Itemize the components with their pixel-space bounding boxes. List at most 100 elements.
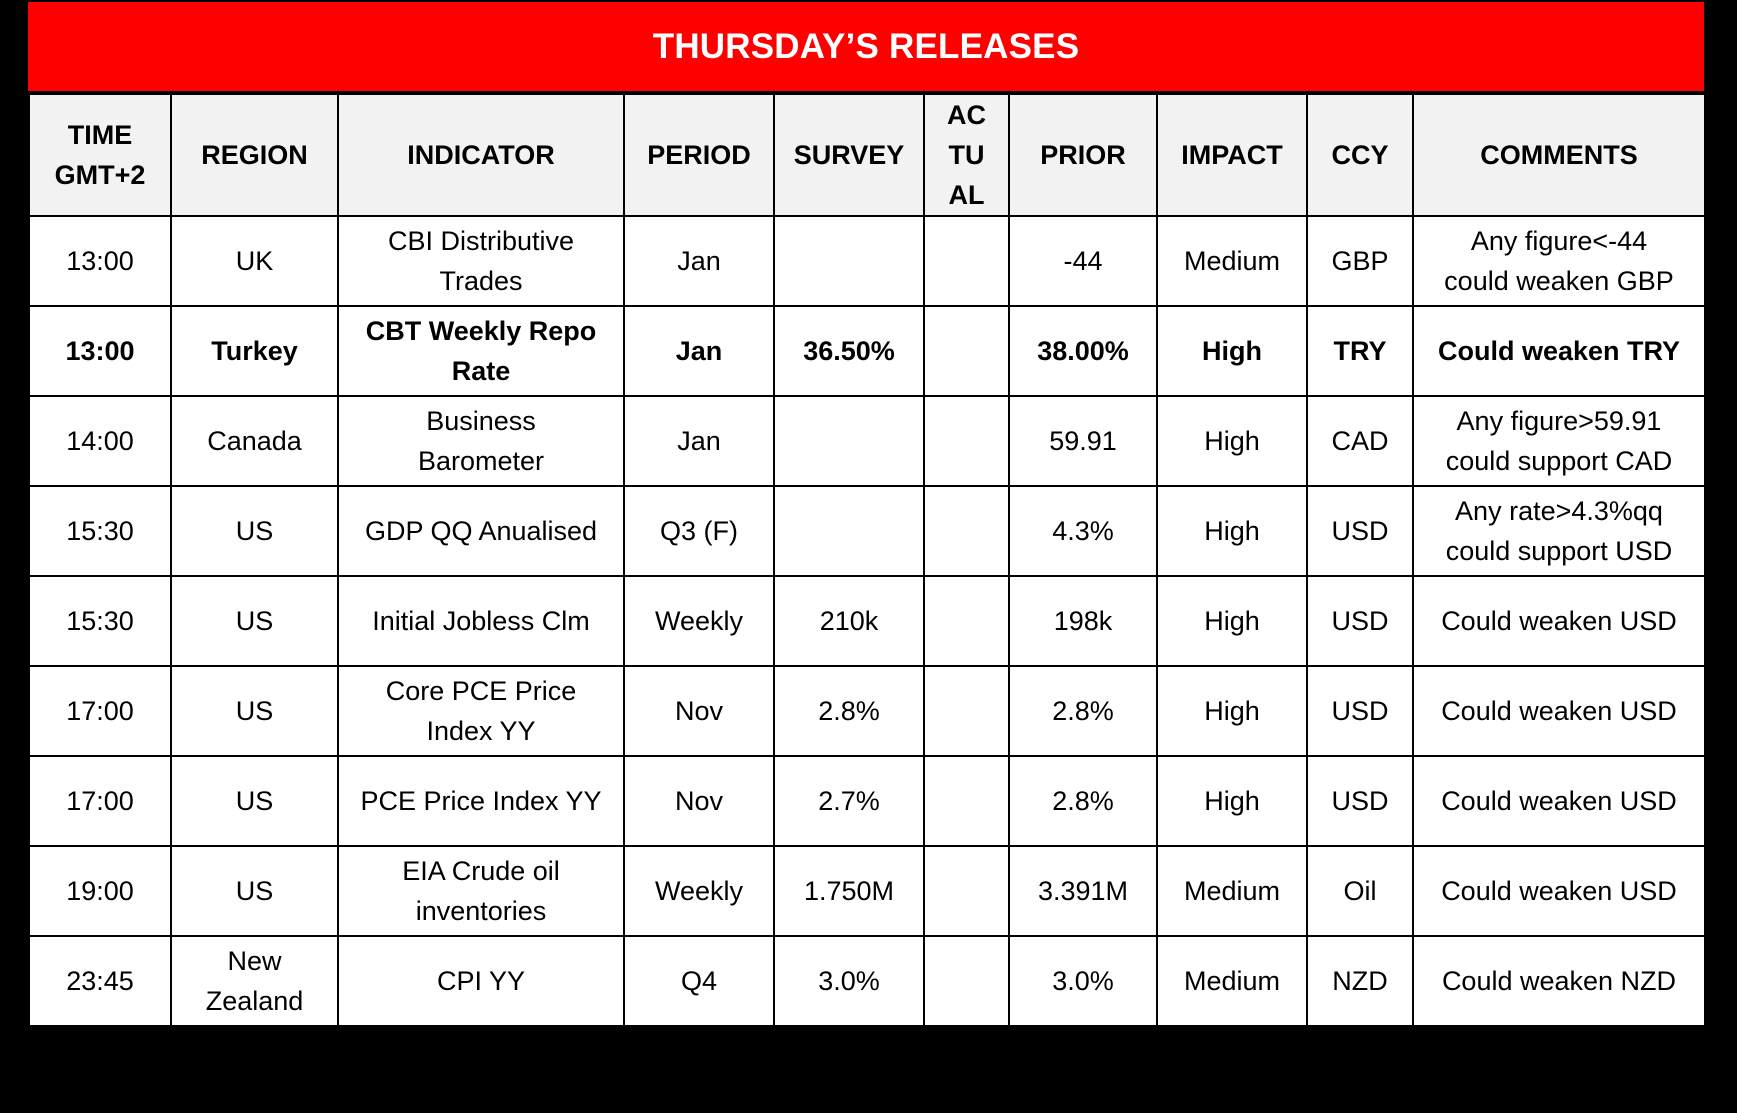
header-row: TIME GMT+2 REGION INDICATOR PERIOD SURVE…: [28, 93, 1706, 217]
cell-time: 23:45: [28, 935, 172, 1027]
cell-survey: 210k: [773, 575, 925, 667]
cell-ccy: USD: [1306, 755, 1414, 847]
title-bar: THURSDAY’S RELEASES: [28, 2, 1704, 93]
column-header-ccy: CCY: [1306, 93, 1414, 217]
table-row: 19:00 US EIA Crude oil inventories Weekl…: [28, 845, 1706, 937]
cell-time: 17:00: [28, 755, 172, 847]
cell-region: US: [170, 485, 339, 577]
cell-comments: Could weaken TRY: [1412, 305, 1706, 397]
cell-region: New Zealand: [170, 935, 339, 1027]
table-row: 15:30 US GDP QQ Anualised Q3 (F) 4.3% Hi…: [28, 485, 1706, 577]
cell-impact: Medium: [1156, 845, 1308, 937]
table-row: 13:00 UK CBI Distributive Trades Jan -44…: [28, 215, 1706, 307]
column-header-prior: PRIOR: [1008, 93, 1158, 217]
cell-period: Nov: [623, 755, 775, 847]
cell-indicator: Initial Jobless Clm: [337, 575, 625, 667]
cell-period: Jan: [623, 395, 775, 487]
cell-comments: Could weaken USD: [1412, 665, 1706, 757]
cell-region: US: [170, 755, 339, 847]
cell-actual: [923, 395, 1010, 487]
cell-time: 19:00: [28, 845, 172, 937]
cell-period: Nov: [623, 665, 775, 757]
cell-impact: Medium: [1156, 215, 1308, 307]
cell-prior: 4.3%: [1008, 485, 1158, 577]
cell-actual: [923, 575, 1010, 667]
cell-time: 15:30: [28, 485, 172, 577]
cell-comments: Could weaken NZD: [1412, 935, 1706, 1027]
cell-ccy: GBP: [1306, 215, 1414, 307]
column-header-indicator: INDICATOR: [337, 93, 625, 217]
cell-prior: 198k: [1008, 575, 1158, 667]
cell-comments: Any figure>59.91 could support CAD: [1412, 395, 1706, 487]
cell-indicator: Core PCE Price Index YY: [337, 665, 625, 757]
column-header-actual: AC TU AL: [923, 93, 1010, 217]
cell-ccy: USD: [1306, 485, 1414, 577]
cell-ccy: TRY: [1306, 305, 1414, 397]
cell-impact: High: [1156, 665, 1308, 757]
cell-survey: [773, 485, 925, 577]
cell-ccy: CAD: [1306, 395, 1414, 487]
cell-time: 14:00: [28, 395, 172, 487]
cell-impact: High: [1156, 575, 1308, 667]
cell-indicator: PCE Price Index YY: [337, 755, 625, 847]
cell-prior: 3.0%: [1008, 935, 1158, 1027]
cell-actual: [923, 845, 1010, 937]
table-body: 13:00 UK CBI Distributive Trades Jan -44…: [28, 215, 1706, 1027]
cell-time: 15:30: [28, 575, 172, 667]
cell-region: UK: [170, 215, 339, 307]
cell-comments: Any rate>4.3%qq could support USD: [1412, 485, 1706, 577]
table-row: 13:00 Turkey CBT Weekly Repo Rate Jan 36…: [28, 305, 1706, 397]
cell-region: Turkey: [170, 305, 339, 397]
cell-period: Q4: [623, 935, 775, 1027]
column-header-region: REGION: [170, 93, 339, 217]
table-row: 15:30 US Initial Jobless Clm Weekly 210k…: [28, 575, 1706, 667]
cell-comments: Any figure<-44 could weaken GBP: [1412, 215, 1706, 307]
cell-region: US: [170, 665, 339, 757]
cell-region: US: [170, 575, 339, 667]
cell-period: Jan: [623, 305, 775, 397]
cell-actual: [923, 305, 1010, 397]
cell-indicator: Business Barometer: [337, 395, 625, 487]
cell-ccy: Oil: [1306, 845, 1414, 937]
cell-indicator: EIA Crude oil inventories: [337, 845, 625, 937]
cell-period: Weekly: [623, 575, 775, 667]
cell-period: Weekly: [623, 845, 775, 937]
cell-prior: 59.91: [1008, 395, 1158, 487]
cell-indicator: GDP QQ Anualised: [337, 485, 625, 577]
cell-prior: 38.00%: [1008, 305, 1158, 397]
cell-survey: 2.7%: [773, 755, 925, 847]
cell-survey: 36.50%: [773, 305, 925, 397]
cell-impact: Medium: [1156, 935, 1308, 1027]
cell-region: US: [170, 845, 339, 937]
column-header-period: PERIOD: [623, 93, 775, 217]
page-title: THURSDAY’S RELEASES: [652, 26, 1080, 66]
cell-comments: Could weaken USD: [1412, 575, 1706, 667]
table-row: 17:00 US Core PCE Price Index YY Nov 2.8…: [28, 665, 1706, 757]
cell-impact: High: [1156, 395, 1308, 487]
cell-survey: [773, 395, 925, 487]
cell-actual: [923, 485, 1010, 577]
cell-comments: Could weaken USD: [1412, 845, 1706, 937]
cell-region: Canada: [170, 395, 339, 487]
cell-prior: 2.8%: [1008, 665, 1158, 757]
cell-period: Jan: [623, 215, 775, 307]
cell-period: Q3 (F): [623, 485, 775, 577]
cell-ccy: USD: [1306, 575, 1414, 667]
cell-time: 13:00: [28, 215, 172, 307]
cell-indicator: CPI YY: [337, 935, 625, 1027]
cell-time: 17:00: [28, 665, 172, 757]
cell-prior: 2.8%: [1008, 755, 1158, 847]
cell-prior: -44: [1008, 215, 1158, 307]
cell-indicator: CBI Distributive Trades: [337, 215, 625, 307]
cell-survey: 1.750M: [773, 845, 925, 937]
releases-table: TIME GMT+2 REGION INDICATOR PERIOD SURVE…: [28, 93, 1706, 1027]
column-header-time: TIME GMT+2: [28, 93, 172, 217]
cell-survey: 3.0%: [773, 935, 925, 1027]
releases-sheet: THURSDAY’S RELEASES TIME GMT+2 REGION IN…: [28, 2, 1706, 1027]
column-header-impact: IMPACT: [1156, 93, 1308, 217]
cell-actual: [923, 935, 1010, 1027]
column-header-survey: SURVEY: [773, 93, 925, 217]
table-row: 14:00 Canada Business Barometer Jan 59.9…: [28, 395, 1706, 487]
cell-comments: Could weaken USD: [1412, 755, 1706, 847]
table-row: 17:00 US PCE Price Index YY Nov 2.7% 2.8…: [28, 755, 1706, 847]
